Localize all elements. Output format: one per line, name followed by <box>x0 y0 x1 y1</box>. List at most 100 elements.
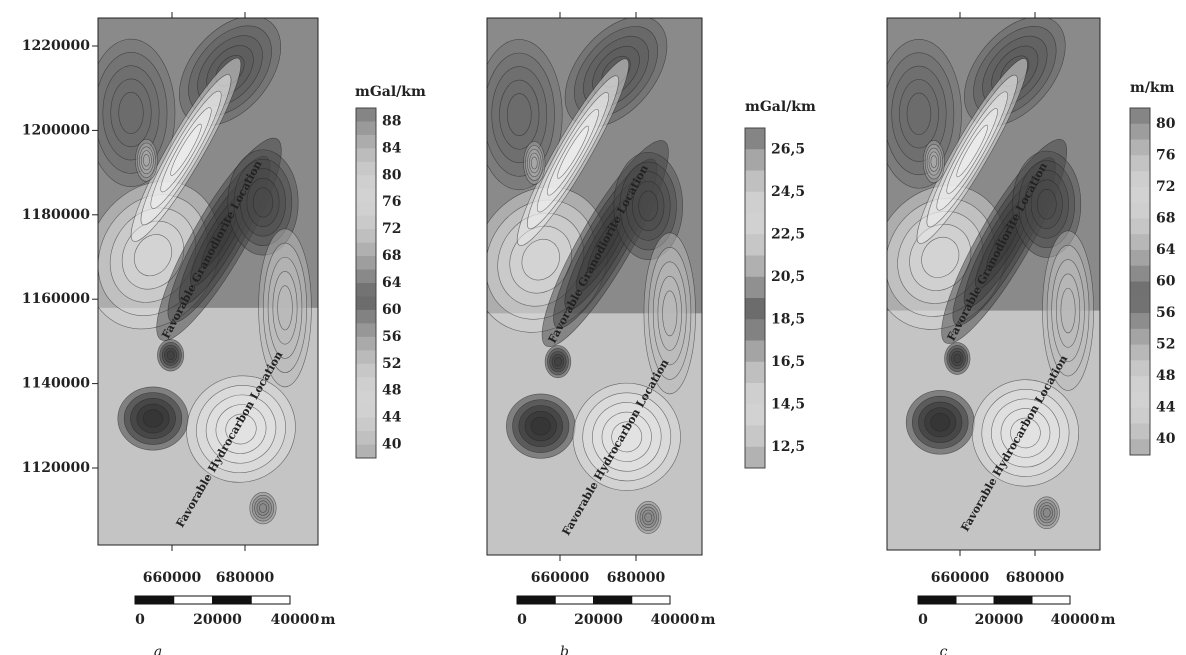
colorbar-band <box>745 340 765 363</box>
contour-area <box>178 174 260 305</box>
colorbar-label: 60 <box>1156 274 1176 290</box>
contour-area <box>544 345 572 379</box>
colorbar-label: 26,5 <box>771 141 805 157</box>
contour-area <box>1024 169 1069 239</box>
colorbar-label: 48 <box>382 383 401 399</box>
contour-area <box>1012 150 1082 258</box>
colorbar-band <box>1130 139 1150 156</box>
contour-area <box>109 207 197 303</box>
colorbar-band <box>1130 313 1150 330</box>
colorbar-band <box>356 175 376 190</box>
scale-label: 20000 <box>975 612 1024 628</box>
colorbar-band <box>745 425 765 448</box>
scale-segment <box>631 595 671 605</box>
contour-area <box>1046 244 1090 377</box>
contour-area <box>521 238 560 281</box>
colorbar-band <box>745 276 765 299</box>
contour-area <box>912 395 969 449</box>
contour-area <box>256 500 270 516</box>
contour-area <box>143 154 150 167</box>
contour-area <box>642 509 655 526</box>
colorbar-band <box>356 390 376 405</box>
contour-area <box>512 399 570 453</box>
contour-area <box>944 342 971 375</box>
contour-area <box>575 195 635 292</box>
contour-area <box>1040 505 1053 521</box>
colorbar-band <box>745 191 765 214</box>
scale-segment <box>917 595 957 605</box>
contour-area <box>506 93 532 137</box>
colorbar-band <box>1130 281 1150 298</box>
contour-area <box>197 35 263 107</box>
contour-area <box>98 52 168 174</box>
panel-label: a <box>154 644 162 655</box>
x-tick-label: 660000 <box>531 570 590 586</box>
colorbar-band <box>745 319 765 341</box>
contour-area <box>953 353 962 364</box>
x-tick-label: 680000 <box>607 570 666 586</box>
contour-area <box>553 158 658 329</box>
contour-area <box>530 416 551 436</box>
contour-area <box>167 155 271 323</box>
colorbar-label: 48 <box>1156 368 1175 384</box>
contour-area <box>922 140 945 184</box>
scale-segment <box>250 595 291 605</box>
contour-area <box>186 375 296 483</box>
contour-area <box>530 156 538 170</box>
colorbar-band <box>356 296 376 311</box>
colorbar-label: 64 <box>382 275 402 291</box>
colorbar-band <box>1130 328 1150 346</box>
contour-area <box>547 108 599 196</box>
contour-area <box>164 347 177 363</box>
scale-unit: m <box>701 612 716 628</box>
colorbar-label: 84 <box>382 140 402 156</box>
colorbar-band <box>356 323 376 338</box>
colorbar-band <box>1130 202 1150 219</box>
colorbar-frame <box>744 127 766 469</box>
y-tick-label: 1200000 <box>22 122 90 138</box>
scale-label: 0 <box>517 612 527 628</box>
colorbar-band <box>1130 297 1150 314</box>
colorbar-label: 52 <box>382 356 401 372</box>
colorbar-label: 76 <box>382 194 401 210</box>
colorbar-band <box>745 149 765 171</box>
contour-area <box>905 390 975 455</box>
contour-area <box>140 74 232 226</box>
map-light <box>887 310 1100 550</box>
colorbar-band <box>356 363 376 378</box>
contour-area <box>137 142 156 178</box>
contour-area <box>648 246 692 380</box>
colorbar-band <box>1130 218 1150 235</box>
y-tick-label: 1120000 <box>22 460 90 476</box>
scale-label: 40000 <box>651 612 700 628</box>
contour-area <box>975 194 1034 289</box>
scale-segment <box>516 595 556 605</box>
contour-area <box>136 403 170 434</box>
colorbar-band <box>1130 171 1150 188</box>
contour-area <box>899 79 939 149</box>
colorbar-band <box>1130 123 1150 141</box>
colorbar-unit: m/km <box>1130 80 1175 96</box>
colorbar-label: 88 <box>382 113 401 129</box>
colorbar-band <box>356 336 376 351</box>
contour-area <box>272 271 298 345</box>
colorbar-band <box>356 350 376 365</box>
contour-area <box>991 398 1060 468</box>
scale-segment <box>134 595 175 605</box>
contour-area <box>525 145 544 181</box>
contour-area <box>554 356 562 367</box>
colorbar-label: 16,5 <box>771 354 805 370</box>
contour-area <box>625 171 671 241</box>
contour-area <box>946 345 969 372</box>
contour-area <box>499 79 540 150</box>
contour-area <box>537 92 609 213</box>
colorbar-band <box>745 361 765 384</box>
contour-area <box>509 225 573 294</box>
contour-area <box>487 186 609 333</box>
x-tick-label: 660000 <box>143 570 202 586</box>
colorbar-band <box>356 215 376 230</box>
scale-label: 40000 <box>1051 612 1100 628</box>
contour-map <box>887 18 1100 550</box>
colorbar-band <box>1130 155 1150 172</box>
